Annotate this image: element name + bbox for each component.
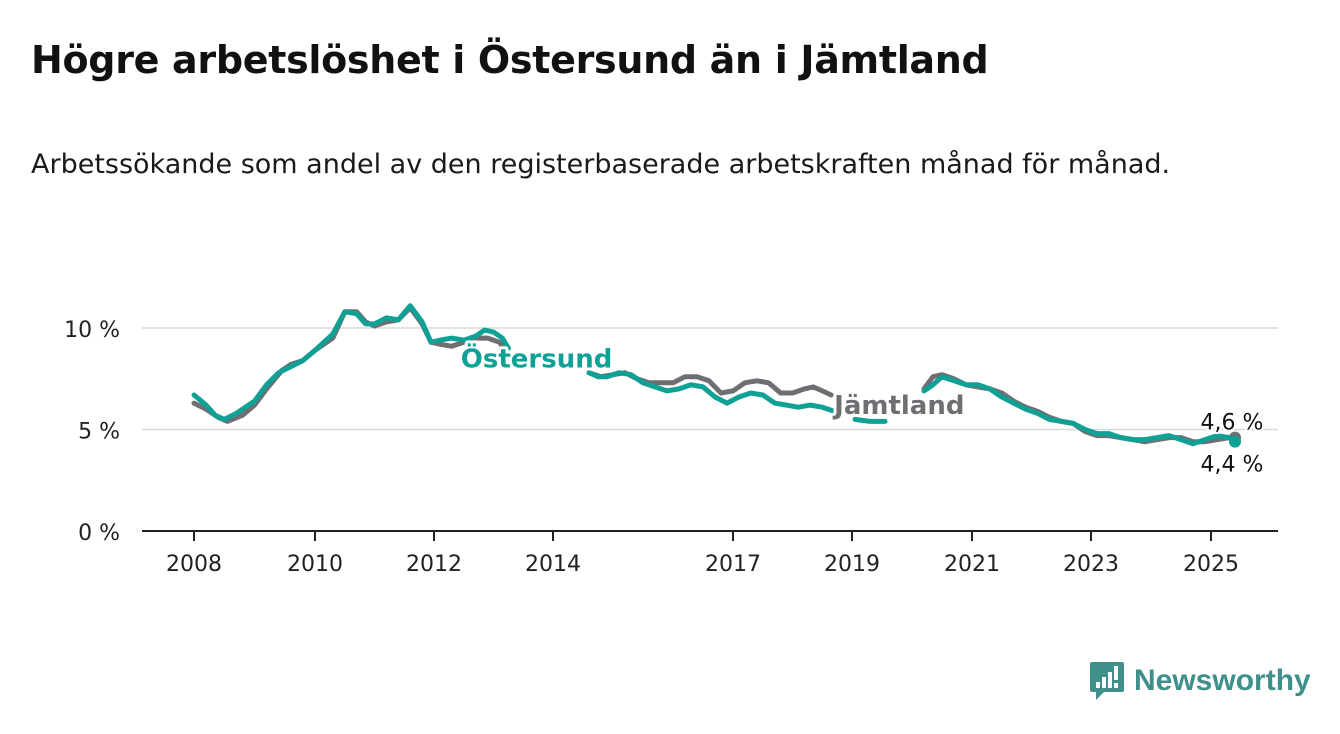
series-line-segment xyxy=(586,370,846,414)
x-tick-label: 2017 xyxy=(705,552,761,577)
x-tick-label: 2025 xyxy=(1183,552,1239,577)
x-tick-label: 2012 xyxy=(406,552,462,577)
y-tick-label: 5 % xyxy=(78,420,120,445)
series-line-segment xyxy=(921,374,1238,447)
x-tick-label: 2023 xyxy=(1063,552,1119,577)
x-tick-label: 2021 xyxy=(944,552,1000,577)
end-value-label: 4,6 % xyxy=(1201,411,1264,436)
x-tick-label: 2008 xyxy=(166,552,222,577)
chart-subtitle: Arbetssökande som andel av den registerb… xyxy=(31,149,1171,180)
y-tick-label: 0 % xyxy=(78,521,120,546)
chart-title: Högre arbetslöshet i Östersund än i Jämt… xyxy=(31,38,989,82)
series-labels: Jämtland Östersund 4,6 % 4,4 % xyxy=(458,338,1266,479)
end-value-label: 4,4 % xyxy=(1201,453,1264,478)
series-label-ostersund: Östersund xyxy=(461,341,613,374)
series-ostersund xyxy=(191,303,1241,448)
series-label-jamtland: Jämtland xyxy=(832,391,964,421)
series-lines xyxy=(191,303,1241,448)
x-tick-label: 2010 xyxy=(287,552,343,577)
newsworthy-chart-icon xyxy=(1090,662,1124,700)
x-tick-label: 2014 xyxy=(525,552,581,577)
series-end-dot xyxy=(1229,435,1241,448)
y-tick-label: 10 % xyxy=(64,318,120,343)
axes: 0 % 5 % 10 % 2008 2010 2012 2014 2017 2019 2021 20… xyxy=(64,318,1278,577)
x-tick-label: 2019 xyxy=(824,552,880,577)
newsworthy-brand-name: Newsworthy xyxy=(1134,664,1311,697)
series-line-segment xyxy=(191,303,511,422)
series-line-segment xyxy=(852,416,888,424)
newsworthy-logo: Newsworthy xyxy=(1088,660,1311,702)
